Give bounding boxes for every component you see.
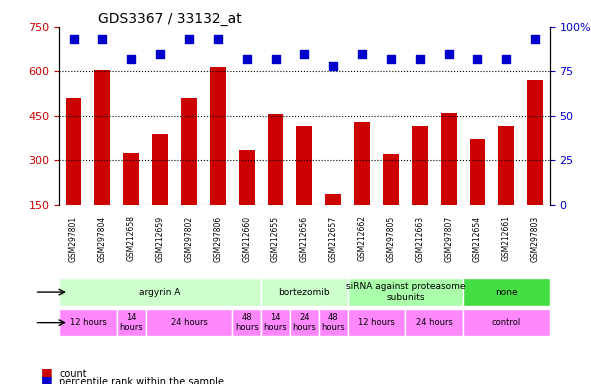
Point [444, 50, 453, 56]
Text: GSM212654: GSM212654 [473, 215, 482, 262]
Bar [297, 126, 312, 205]
Text: argyrin A: argyrin A [139, 288, 181, 296]
Point [531, 36, 540, 42]
Point [242, 56, 251, 62]
Text: 12 hours: 12 hours [358, 318, 395, 327]
Point [502, 56, 511, 62]
Bar [268, 114, 284, 205]
Bar [124, 153, 139, 205]
Point [473, 56, 482, 62]
Text: GSM297807: GSM297807 [444, 215, 453, 262]
Text: count: count [59, 369, 87, 379]
FancyBboxPatch shape [463, 309, 550, 336]
Text: ■: ■ [41, 374, 53, 384]
FancyBboxPatch shape [261, 309, 290, 336]
FancyBboxPatch shape [117, 309, 145, 336]
Text: GSM212661: GSM212661 [502, 215, 511, 262]
Point [69, 36, 78, 42]
Text: none: none [495, 288, 518, 296]
Bar [441, 113, 457, 205]
Bar [95, 70, 111, 205]
Point [155, 50, 165, 56]
Point [213, 36, 223, 42]
Text: GSM212662: GSM212662 [358, 215, 366, 262]
Bar [325, 194, 341, 205]
Text: GDS3367 / 33132_at: GDS3367 / 33132_at [98, 12, 242, 26]
Text: 14
hours: 14 hours [264, 313, 287, 332]
Text: siRNA against proteasome
subunits: siRNA against proteasome subunits [346, 282, 465, 302]
Bar [354, 122, 370, 205]
FancyBboxPatch shape [261, 278, 348, 306]
FancyBboxPatch shape [290, 309, 319, 336]
Point [415, 56, 424, 62]
Text: percentile rank within the sample: percentile rank within the sample [59, 377, 224, 384]
Text: GSM297803: GSM297803 [531, 215, 540, 262]
Text: GSM212656: GSM212656 [300, 215, 309, 262]
FancyBboxPatch shape [232, 309, 261, 336]
Text: GSM297805: GSM297805 [387, 215, 395, 262]
FancyBboxPatch shape [59, 309, 117, 336]
Point [98, 36, 107, 42]
Bar [181, 98, 197, 205]
Text: 24
hours: 24 hours [293, 313, 316, 332]
Text: GSM212658: GSM212658 [126, 215, 136, 262]
Text: GSM297804: GSM297804 [98, 215, 107, 262]
Text: GSM212663: GSM212663 [415, 215, 424, 262]
Text: GSM297801: GSM297801 [69, 215, 78, 262]
Bar [152, 134, 168, 205]
Text: 12 hours: 12 hours [70, 318, 106, 327]
FancyBboxPatch shape [348, 309, 405, 336]
Point [184, 36, 194, 42]
Text: GSM297802: GSM297802 [184, 215, 193, 262]
Bar [239, 150, 255, 205]
Text: control: control [492, 318, 521, 327]
Text: bortezomib: bortezomib [278, 288, 330, 296]
Point [358, 50, 367, 56]
Point [329, 63, 338, 69]
Text: 48
hours: 48 hours [235, 313, 258, 332]
Bar [210, 67, 226, 205]
Text: 24 hours: 24 hours [416, 318, 453, 327]
Bar [470, 139, 485, 205]
Bar [498, 126, 514, 205]
Text: GSM212659: GSM212659 [155, 215, 164, 262]
Text: ■: ■ [41, 366, 53, 379]
Bar [66, 98, 82, 205]
Bar [412, 126, 428, 205]
Text: 24 hours: 24 hours [171, 318, 207, 327]
FancyBboxPatch shape [59, 278, 261, 306]
Point [300, 50, 309, 56]
Text: GSM212655: GSM212655 [271, 215, 280, 262]
Text: GSM297806: GSM297806 [213, 215, 222, 262]
FancyBboxPatch shape [348, 278, 463, 306]
Bar [383, 154, 399, 205]
Text: GSM212660: GSM212660 [242, 215, 251, 262]
Point [386, 56, 395, 62]
FancyBboxPatch shape [319, 309, 348, 336]
FancyBboxPatch shape [463, 278, 550, 306]
FancyBboxPatch shape [145, 309, 232, 336]
Bar [527, 80, 543, 205]
Point [126, 56, 136, 62]
Point [271, 56, 280, 62]
Text: 14
hours: 14 hours [119, 313, 143, 332]
Text: 48
hours: 48 hours [322, 313, 345, 332]
FancyBboxPatch shape [405, 309, 463, 336]
Text: GSM212657: GSM212657 [329, 215, 337, 262]
